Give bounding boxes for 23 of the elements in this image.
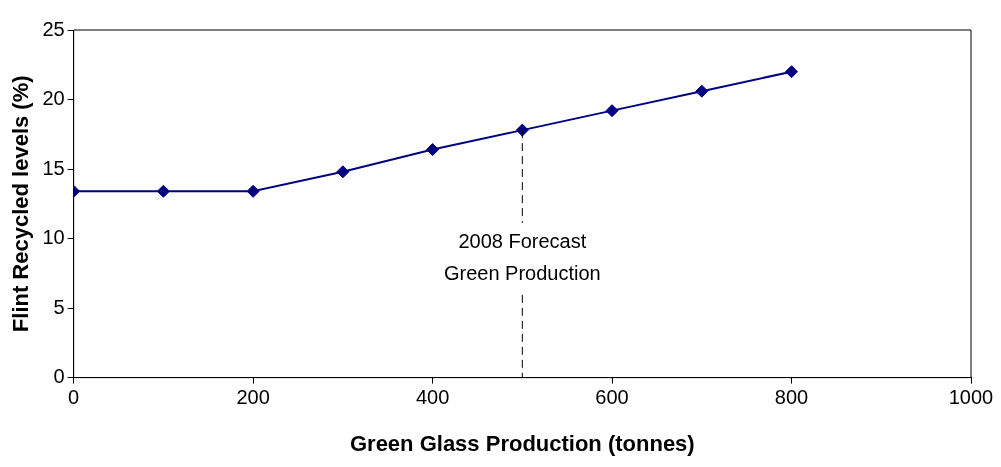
x-tick-label: 1000	[948, 386, 994, 409]
x-tick-label: 0	[68, 386, 80, 409]
point	[785, 65, 799, 79]
point	[695, 84, 709, 98]
point	[156, 184, 170, 198]
y-tick-label: 10	[42, 226, 65, 249]
x-tick-label: 600	[595, 386, 629, 409]
point	[426, 143, 440, 157]
x-tick-label: 200	[236, 386, 270, 409]
point	[246, 184, 260, 198]
point	[336, 165, 350, 179]
point	[605, 104, 619, 118]
x-tick-label: 800	[774, 386, 809, 409]
y-tick-label: 15	[42, 156, 65, 179]
y-axis-title: Flint Recycled levels (%)	[8, 75, 34, 333]
y-tick-label: 25	[42, 17, 65, 40]
ref-line-label: 2008 Forecast Green Production	[443, 230, 601, 285]
y-tick-label: 5	[53, 295, 65, 318]
y-tick-label: 20	[42, 87, 65, 110]
y-tick-label: 0	[53, 365, 65, 388]
point	[515, 123, 529, 137]
x-axis-title: Green Glass Production (tonnes)	[349, 430, 695, 456]
x-tick-label: 400	[415, 386, 450, 409]
